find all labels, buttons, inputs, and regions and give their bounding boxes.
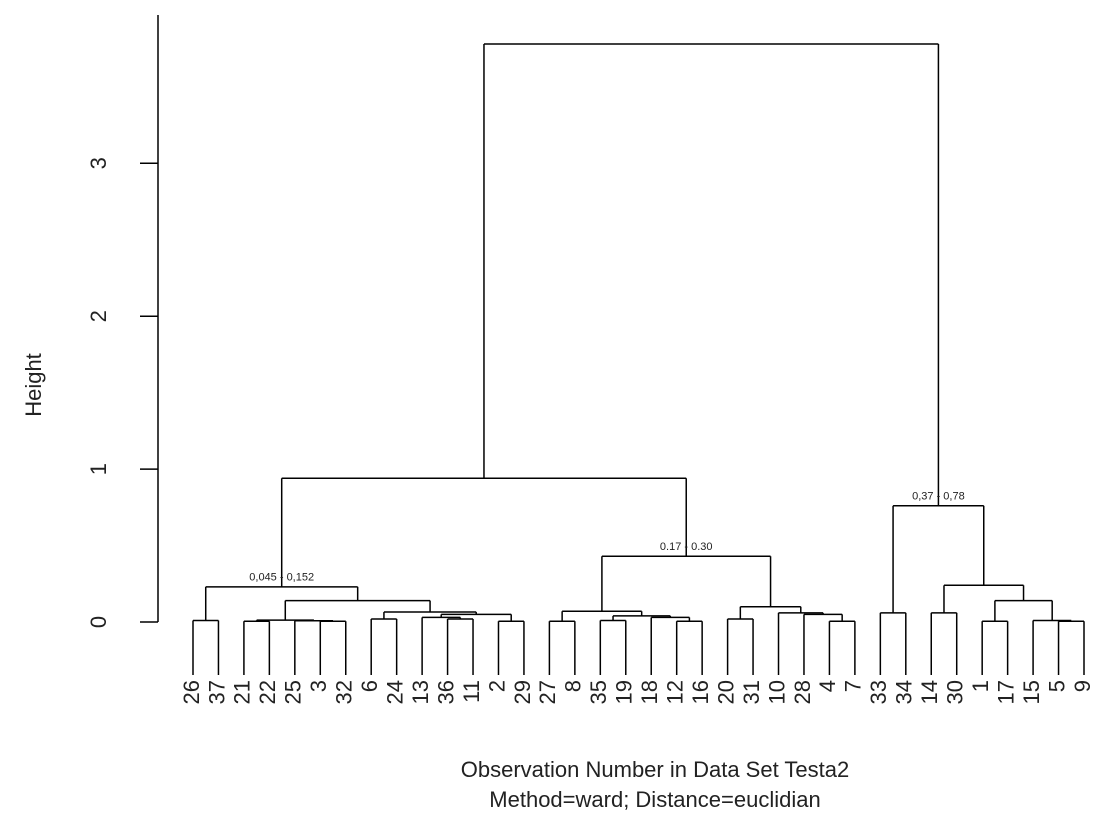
leaf-label: 28 — [790, 680, 815, 704]
leaf-label: 19 — [612, 680, 637, 704]
x-axis-label: Observation Number in Data Set Testa2 — [461, 757, 849, 782]
leaf-label: 30 — [943, 680, 968, 704]
y-tick-label: 2 — [86, 310, 111, 322]
y-axis-label: Height — [21, 353, 46, 417]
y-tick-label: 1 — [86, 463, 111, 475]
leaf-label: 21 — [230, 680, 255, 704]
y-tick-label: 0 — [86, 616, 111, 628]
leaf-label: 17 — [993, 680, 1018, 704]
leaf-label: 34 — [892, 680, 917, 704]
leaf-label: 31 — [739, 680, 764, 704]
leaf-label: 26 — [179, 680, 204, 704]
leaf-label: 13 — [408, 680, 433, 704]
leaf-label: 33 — [866, 680, 891, 704]
leaf-label: 1 — [968, 680, 993, 692]
leaf-label: 27 — [535, 680, 560, 704]
leaf-label: 9 — [1070, 680, 1095, 692]
leaf-label: 37 — [204, 680, 229, 704]
leaf-label: 15 — [1019, 680, 1044, 704]
node-annotation: 0,37 - 0,78 — [912, 491, 965, 503]
leaf-label: 2 — [484, 680, 509, 692]
leaf-label: 4 — [815, 680, 840, 692]
leaf-label: 29 — [510, 680, 535, 704]
leaf-label: 18 — [637, 680, 662, 704]
leaf-label: 20 — [713, 680, 738, 704]
leaf-label: 32 — [332, 680, 357, 704]
leaf-label: 36 — [433, 680, 458, 704]
leaf-label: 6 — [357, 680, 382, 692]
node-annotation: 0.17 - 0.30 — [660, 541, 713, 553]
node-annotation: 0,045 - 0,152 — [249, 572, 314, 584]
leaf-label: 8 — [561, 680, 586, 692]
leaf-label: 3 — [306, 680, 331, 692]
leaf-label: 12 — [662, 680, 687, 704]
leaf-label: 16 — [688, 680, 713, 704]
leaf-label: 22 — [255, 680, 280, 704]
leaf-label: 7 — [841, 680, 866, 692]
leaf-label: 11 — [459, 680, 484, 703]
leaf-label: 35 — [586, 680, 611, 704]
y-tick-label: 3 — [86, 157, 111, 169]
leaf-label: 10 — [764, 680, 789, 704]
leaf-label: 14 — [917, 680, 942, 704]
leaf-label: 24 — [382, 680, 407, 704]
leaf-label: 25 — [281, 680, 306, 704]
subtitle: Method=ward; Distance=euclidian — [489, 787, 820, 812]
leaf-label: 5 — [1044, 680, 1069, 692]
